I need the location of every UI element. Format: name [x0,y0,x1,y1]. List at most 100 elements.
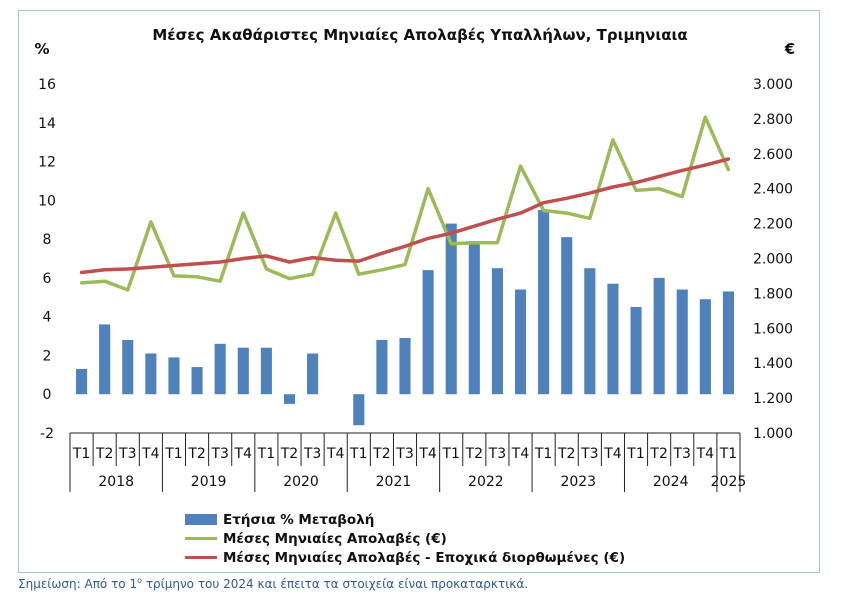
bar [538,210,550,395]
x-tick-label: T2 [95,446,113,462]
footnote-sup: ο [137,576,142,585]
bar [699,299,711,395]
x-tick-label: T4 [696,446,715,462]
y-right-tick: 2.600 [753,147,793,163]
x-tick-label: T1 [257,446,275,462]
bar [584,268,596,395]
year-label: 2020 [283,474,319,490]
bar [237,347,249,395]
y-right-tick: 2.000 [753,252,793,268]
bar [76,369,88,395]
bar [99,324,111,395]
bar [468,241,480,395]
x-tick-label: T3 [580,446,598,462]
y-right-unit: € [784,40,795,58]
y-left-unit: % [34,40,49,58]
legend-swatch-monthly [185,537,217,540]
x-tick-label: T2 [465,446,483,462]
footnote-suffix: τρίμηνο του 2024 και έπειτα τα στοιχεία … [142,577,529,591]
bar [399,337,411,395]
legend-swatch-seasonal [185,556,217,559]
y-right-tick: 2.400 [753,182,793,198]
y-left-tick: 6 [43,271,52,287]
x-tick-label: T1 [72,446,90,462]
y-right-tick: 1.000 [753,426,793,442]
year-label: 2024 [653,474,689,490]
y-left-tick: 8 [43,232,52,248]
year-label: 2022 [468,474,504,490]
y-left-tick: 12 [38,155,56,171]
x-tick-label: T2 [649,446,667,462]
legend-label-seasonal: Μέσες Μηνιαίες Απολαβές - Εποχικά διορθω… [223,549,626,566]
footnote: Σημείωση: Από το 1ο τρίμηνο του 2024 και… [18,576,528,591]
x-tick-label: T1 [626,446,644,462]
year-label: 2021 [376,474,412,490]
y-left-tick: -2 [40,426,54,442]
bar [122,339,134,395]
legend-item-seasonal: Μέσες Μηνιαίες Απολαβές - Εποχικά διορθω… [185,548,625,567]
year-label: 2025 [711,474,747,490]
legend-label-monthly: Μέσες Μηνιαίες Απολαβές (€) [223,530,447,547]
x-tick-label: T4 [511,446,530,462]
y-left-tick: 0 [43,387,52,403]
year-label: 2019 [191,474,227,490]
y-left-tick: 4 [43,310,52,326]
x-tick-label: T1 [441,446,459,462]
x-tick-label: T1 [534,446,552,462]
x-tick-label: T1 [164,446,182,462]
bar [445,223,457,395]
x-tick-label: T4 [141,446,160,462]
x-tick-label: T3 [395,446,413,462]
x-tick-label: T3 [673,446,691,462]
y-right-tick: 2.200 [753,217,793,233]
legend-item-bars: Ετήσια % Μεταβολή [185,510,625,529]
bar [145,353,157,395]
y-left-tick: 10 [38,193,56,209]
bar [283,394,296,404]
chart-title: Μέσες Ακαθάριστες Μηνιαίες Απολαβές Υπαλ… [152,26,687,44]
legend-item-monthly: Μέσες Μηνιαίες Απολαβές (€) [185,529,625,548]
x-tick-label: T3 [488,446,506,462]
x-tick-label: T4 [418,446,437,462]
legend-label-bars: Ετήσια % Μεταβολή [223,511,375,528]
bar [168,357,180,395]
bar [307,353,319,395]
x-tick-label: T3 [118,446,136,462]
x-tick-label: T2 [372,446,390,462]
y-right-tick: 1.200 [753,391,793,407]
y-left-tick: 16 [38,77,56,93]
footnote-prefix: Σημείωση: Από το 1 [18,577,138,591]
y-left-tick: 14 [38,116,56,132]
bar [214,343,226,395]
bar [561,237,573,395]
x-tick-label: T1 [719,446,737,462]
x-tick-label: T2 [187,446,205,462]
x-tick-label: T2 [557,446,575,462]
legend-swatch-bars [185,514,217,525]
y-right-tick: 1.800 [753,286,793,302]
x-tick-label: T2 [280,446,298,462]
x-tick-label: T4 [234,446,253,462]
series-line-seasonal [79,157,731,275]
bar [491,268,503,395]
bar [607,283,619,395]
bar [676,289,688,395]
year-label: 2018 [98,474,134,490]
x-tick-label: T4 [326,446,345,462]
bar [191,367,203,395]
series-line-monthly [79,115,731,292]
x-tick-label: T4 [603,446,622,462]
bar [376,339,388,395]
y-left-tick: 2 [43,348,52,364]
bar [630,306,642,395]
x-tick-label: T3 [210,446,228,462]
bar [653,277,665,395]
y-right-tick: 1.600 [753,321,793,337]
x-tick-label: T1 [349,446,367,462]
y-right-tick: 2.800 [753,112,793,128]
y-right-tick: 1.400 [753,356,793,372]
bar [353,394,365,426]
bar [260,347,272,395]
x-tick-label: T3 [303,446,321,462]
